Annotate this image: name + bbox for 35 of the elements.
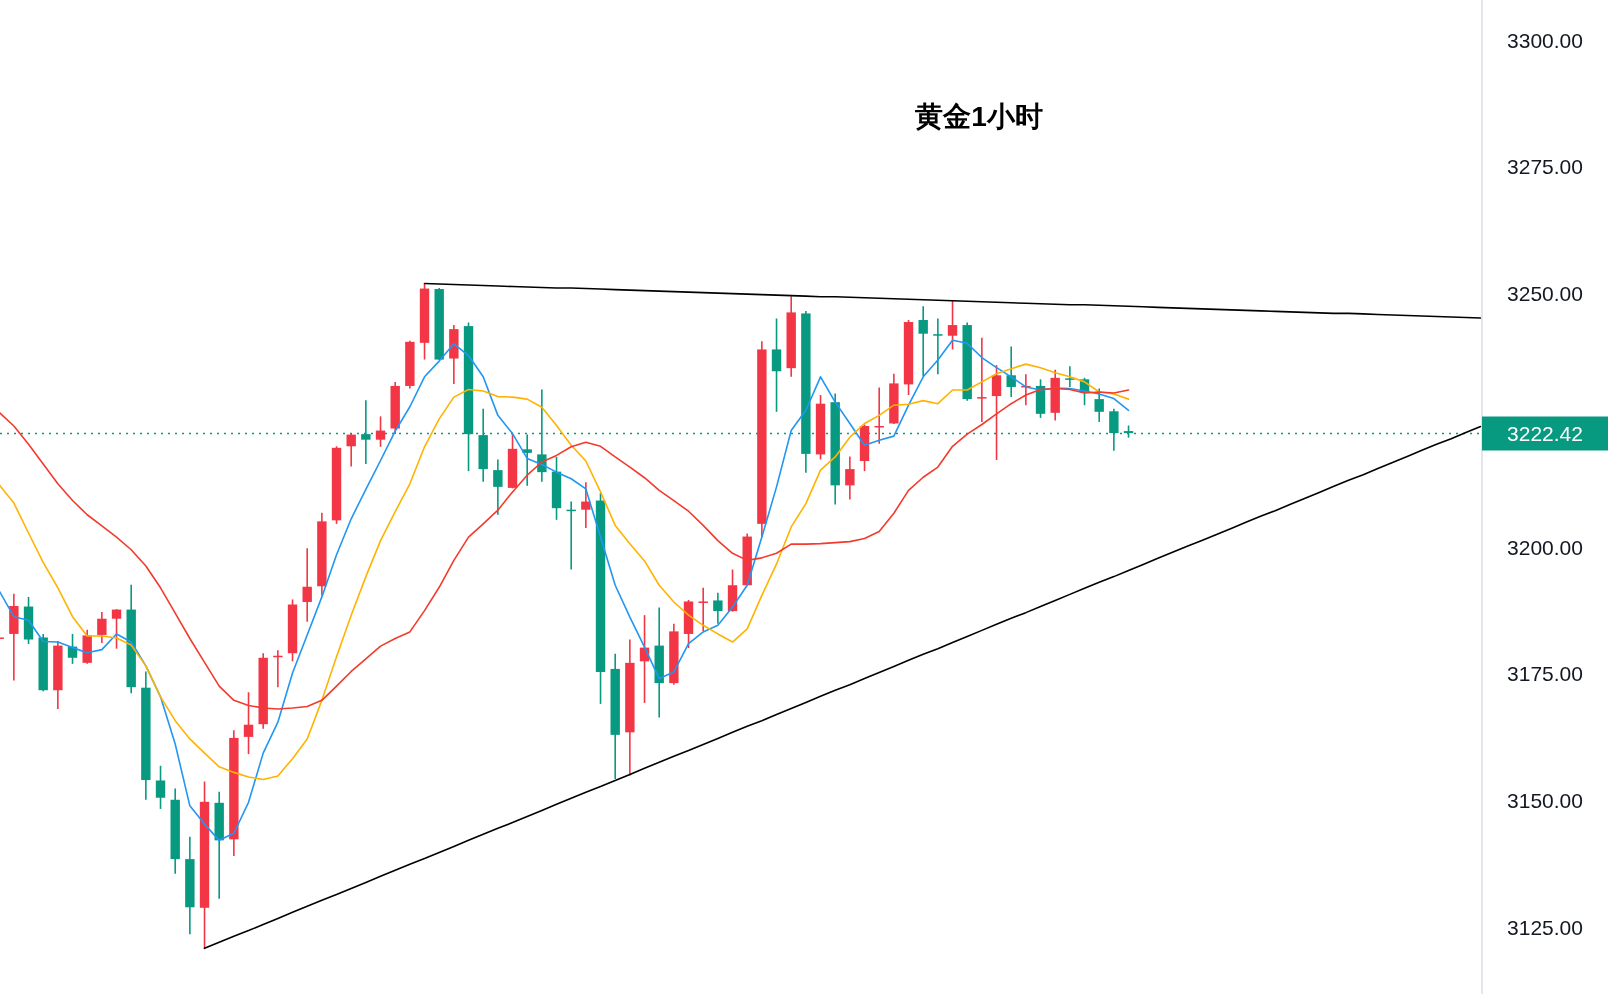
candlestick xyxy=(977,336,987,423)
y-tick-label: 3150.00 xyxy=(1507,789,1583,813)
y-tick-label: 3300.00 xyxy=(1507,28,1583,52)
candlestick xyxy=(346,433,356,468)
candlestick xyxy=(713,592,723,625)
candlestick xyxy=(111,608,122,650)
candlestick xyxy=(918,305,928,378)
candlestick xyxy=(302,547,312,623)
candlestick xyxy=(155,764,166,810)
line-series xyxy=(203,425,1482,950)
y-tick-label: 3275.00 xyxy=(1507,155,1583,179)
y-tick-label: 3175.00 xyxy=(1507,662,1583,686)
candlestick xyxy=(771,317,782,413)
candlestick xyxy=(991,364,1002,461)
candlestick xyxy=(1094,387,1104,423)
candlestick xyxy=(874,386,884,445)
candlestick xyxy=(493,458,503,516)
line-series xyxy=(0,363,1130,781)
candlestick xyxy=(97,611,107,644)
y-tick-label: 3125.00 xyxy=(1507,916,1583,940)
candlestick xyxy=(375,415,386,448)
y-tick-label: 3200.00 xyxy=(1507,535,1583,559)
ref-line-label: 3222.42 xyxy=(1507,422,1583,446)
text: 黄金1小时 xyxy=(914,100,1043,132)
candlestick xyxy=(1065,365,1075,388)
candlestick xyxy=(947,299,958,351)
candlestick xyxy=(845,455,855,501)
candlestick xyxy=(243,691,254,755)
candlestick xyxy=(581,481,591,529)
candlestick xyxy=(698,586,708,632)
candlestick xyxy=(1109,407,1119,452)
y-tick-label: 3250.00 xyxy=(1507,282,1583,306)
candlestick xyxy=(933,317,943,376)
line-series xyxy=(0,339,1130,842)
line-series xyxy=(423,282,1482,319)
